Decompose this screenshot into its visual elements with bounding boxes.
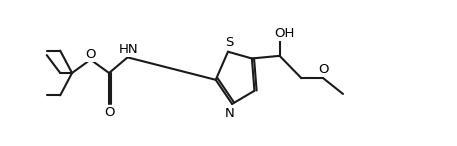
Text: O: O (85, 48, 96, 61)
Text: S: S (225, 36, 233, 49)
Text: O: O (318, 63, 329, 76)
Text: OH: OH (274, 27, 295, 40)
Text: O: O (104, 106, 114, 119)
Text: N: N (224, 107, 234, 120)
Text: HN: HN (118, 43, 138, 56)
